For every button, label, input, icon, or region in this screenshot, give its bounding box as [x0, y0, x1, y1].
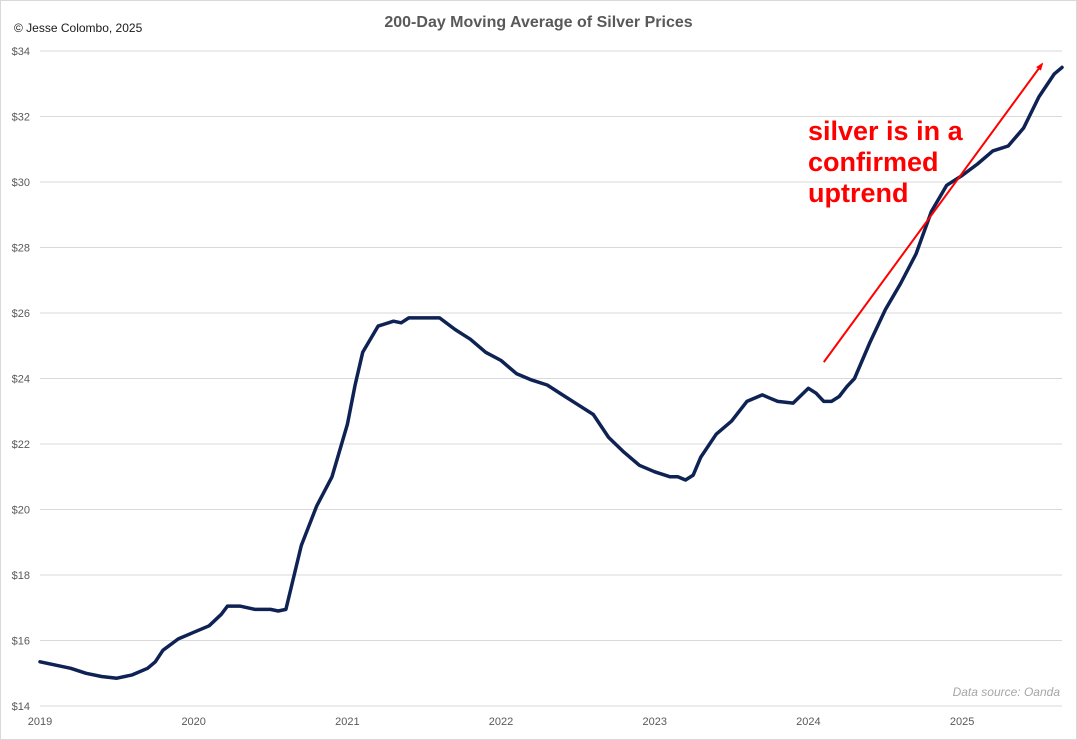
x-tick-label: 2025 — [950, 716, 974, 728]
y-tick-label: $30 — [12, 177, 30, 189]
y-tick-label: $18 — [12, 570, 30, 582]
y-tick-label: $26 — [12, 308, 30, 320]
y-tick-label: $22 — [12, 439, 30, 451]
gridlines — [40, 50, 1062, 707]
x-tick-label: 2021 — [335, 716, 359, 728]
y-tick-label: $16 — [12, 636, 30, 648]
annotation-line-1: silver is in a — [808, 116, 963, 146]
annotation-line-3: uptrend — [808, 178, 909, 208]
x-tick-label: 2023 — [642, 716, 666, 728]
data-source-note: Data source: Oanda — [952, 685, 1060, 699]
chart-title: 200-Day Moving Average of Silver Prices — [384, 14, 693, 31]
y-tick-label: $28 — [12, 243, 30, 255]
uptrend-annotation: silver is in a confirmed uptrend — [808, 116, 1008, 209]
annotation-line-2: confirmed — [808, 147, 939, 177]
x-tick-label: 2022 — [489, 716, 513, 728]
x-tick-label: 2020 — [181, 716, 205, 728]
series-line-silver-200dma — [38, 65, 1064, 680]
y-tick-label: $20 — [12, 505, 30, 517]
trend-arrow — [822, 62, 1044, 363]
x-axis-tick-labels: 2019 2020 2021 2022 2023 2024 2025 — [28, 716, 975, 728]
y-tick-label: $14 — [12, 701, 30, 713]
y-axis-tick-labels: $14 $16 $18 $20 $22 $24 $26 $28 $30 $32 $34 — [12, 46, 30, 713]
y-tick-label: $32 — [12, 112, 30, 124]
x-tick-label: 2024 — [796, 716, 820, 728]
y-tick-label: $34 — [12, 46, 30, 58]
x-tick-label: 2019 — [28, 716, 52, 728]
y-tick-label: $24 — [12, 374, 30, 386]
copyright-text: © Jesse Colombo, 2025 — [14, 21, 143, 35]
